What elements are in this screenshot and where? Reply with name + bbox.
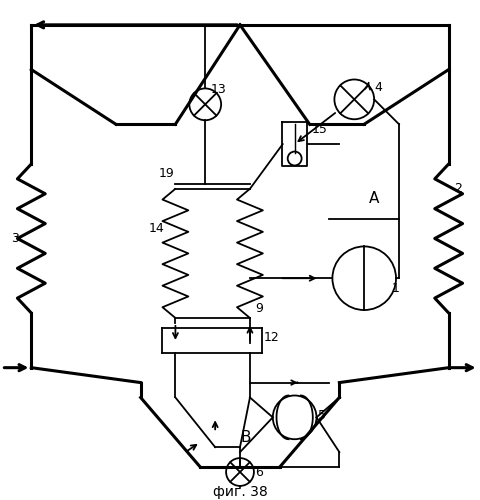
Text: 15: 15 [312,122,327,136]
Text: 19: 19 [158,168,174,180]
Text: 14: 14 [149,222,164,235]
Text: фиг. 38: фиг. 38 [213,485,267,499]
Text: 4: 4 [374,81,382,94]
Text: 9: 9 [255,302,263,314]
Text: 3: 3 [12,232,19,245]
Text: B: B [240,430,251,444]
Text: 13: 13 [210,83,226,96]
Text: 1: 1 [392,282,400,294]
Text: 5: 5 [317,409,325,422]
Text: 6: 6 [255,466,263,478]
Text: 2: 2 [454,182,462,196]
Text: A: A [369,191,380,206]
Text: 12: 12 [264,332,279,344]
